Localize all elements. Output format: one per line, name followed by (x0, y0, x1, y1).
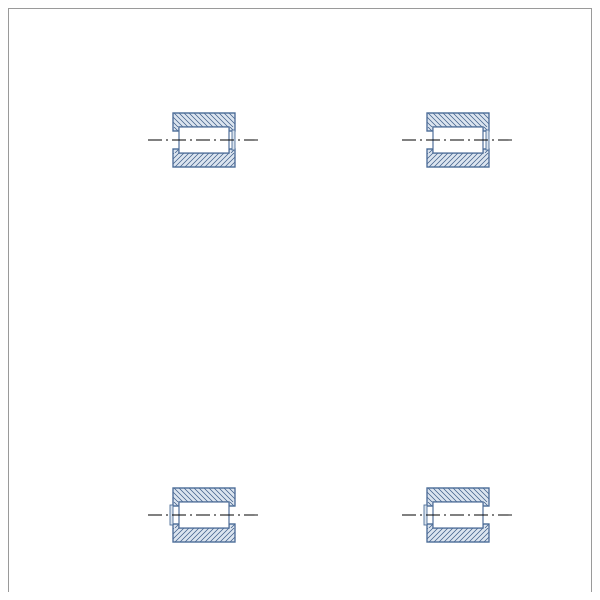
bearing-bottom-right (402, 478, 514, 552)
bearing-top-left (148, 103, 260, 177)
bearing-top-right (402, 103, 514, 177)
bearing-bottom-left (148, 478, 260, 552)
diagram-stage (8, 8, 592, 592)
